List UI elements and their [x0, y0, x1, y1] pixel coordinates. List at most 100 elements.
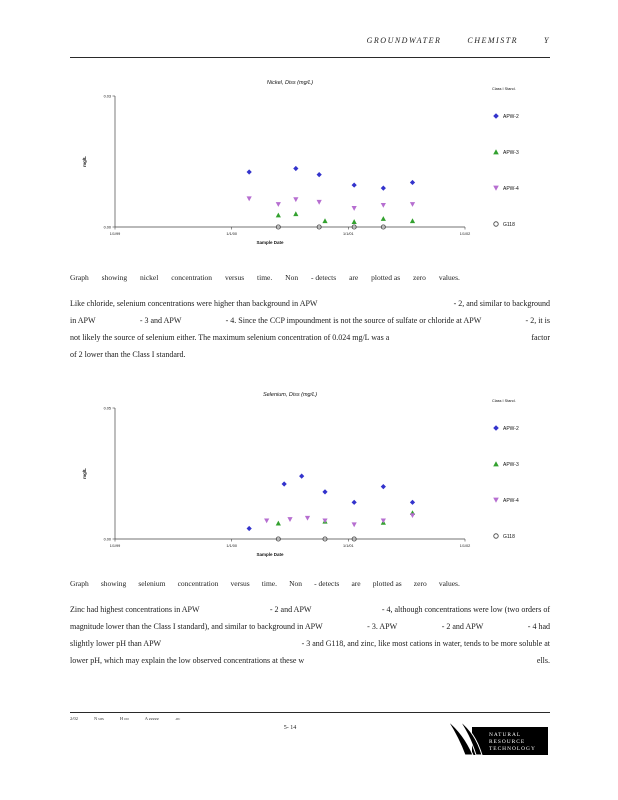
y-axis-title: mg/L [82, 156, 87, 167]
text-segment: - 3. APW [367, 622, 398, 631]
data-point-marker [409, 513, 416, 519]
text-segment: slightly lower pH than APW [70, 639, 162, 648]
data-point-marker [380, 224, 386, 230]
selenium-concentration-chart: Selenium, Diss (mg/L) 1/1/99 1/1/00 1/1/01 1… [70, 384, 555, 574]
body-text-line: slightly lower pH than APW - 3 and G118, … [70, 639, 550, 656]
data-point-marker [264, 518, 270, 524]
y-tick-label: 0.00 [104, 538, 111, 542]
data-point-marker [322, 489, 328, 495]
caption-word: zero [413, 273, 426, 282]
footer-rule [70, 712, 550, 713]
caption-word: versus [224, 273, 245, 282]
data-point-marker [304, 515, 311, 521]
chart-canvas: Nickel, Diss (mg/L) 1/1/99 1/1/00 1/1/01 1/1… [82, 80, 519, 245]
x-axis-title: Sample Date [256, 552, 284, 557]
data-point-marker [322, 536, 328, 542]
data-point-marker [275, 536, 281, 542]
chart-canvas: Selenium, Diss (mg/L) 1/1/99 1/1/00 1/1/01 1… [82, 392, 519, 557]
body-text-line: of 2 lower than the Class I standard. [70, 350, 550, 367]
caption-word: concentration [177, 579, 219, 588]
data-point-marker [380, 484, 386, 490]
text-segment: - 3 and APW [139, 316, 182, 325]
text-segment: - 3 and G118, and zinc, like most cation… [301, 639, 550, 648]
caption-word: time. [261, 579, 278, 588]
data-point-marker [293, 197, 299, 203]
text-segment: of 2 lower than the Class I standard. [70, 350, 186, 359]
data-point-marker [351, 182, 357, 188]
text-segment: magnitude lower than the Class I standar… [70, 622, 323, 631]
data-point-marker [293, 165, 299, 172]
caption-word: versus [230, 579, 250, 588]
caption-word: plotted as [371, 273, 401, 282]
caption-word: - detects [314, 579, 340, 588]
legend-item-label: APW-2 [503, 426, 519, 432]
data-point-marker [316, 199, 322, 205]
data-point-marker [281, 481, 287, 487]
data-point-marker [351, 522, 357, 528]
y-tick-label: 0.03 [104, 95, 111, 99]
data-point-marker [380, 202, 386, 208]
data-point-marker [316, 172, 322, 178]
footer-segment: H oo [119, 716, 129, 721]
legend-note: Class I Stand. [492, 87, 516, 91]
data-point-marker [299, 473, 305, 479]
footer-segment: N urs [94, 716, 104, 721]
caption-word: plotted as [372, 579, 402, 588]
nickel-chart-caption: Graph showing nickel concentration versus tim… [70, 273, 460, 282]
x-tick-label: 1/1/01 [343, 544, 354, 548]
data-point-marker [493, 533, 499, 539]
data-point-marker [493, 221, 499, 227]
body-text-line: magnitude lower than the Class I standar… [70, 622, 550, 639]
data-point-marker [275, 224, 281, 230]
legend-item-label: APW-3 [503, 462, 519, 468]
logo-text-line: NATURAL [489, 732, 521, 738]
text-segment: in APW [70, 316, 96, 325]
caption-word: showing [101, 273, 128, 282]
legend-item-label: APW-2 [503, 114, 519, 120]
caption-word: nickel [139, 273, 159, 282]
data-point-marker [316, 224, 322, 230]
zinc-paragraph: Zinc had highest concentrations in APW - … [70, 605, 550, 673]
data-point-marker [409, 202, 416, 207]
logo-graphic: NATURAL RESOURCE TECHNOLOGY [447, 720, 548, 756]
data-point-marker [246, 169, 252, 175]
x-tick-label: 1/1/00 [226, 544, 237, 548]
data-point-marker [287, 517, 293, 522]
x-tick-label: 1/1/01 [343, 232, 354, 236]
x-axis-title: Sample Date [256, 240, 284, 245]
text-segment: - 2 and APW [441, 622, 484, 631]
footer-file-reference: 2/02 N urs H oo A zzzzz .oc [70, 716, 180, 721]
data-point-marker [322, 518, 328, 524]
selenium-paragraph: Like chloride, selenium concentrations w… [70, 299, 550, 367]
legend-item-label: APW-4 [503, 186, 519, 192]
y-tick-label: 0.00 [104, 226, 111, 230]
text-segment: factor [531, 333, 550, 342]
text-segment: Like chloride, selenium concentrations w… [70, 299, 318, 308]
data-point-marker [493, 461, 499, 467]
body-text-line: in APW - 3 and APW - 4. Since the CCP impo… [70, 316, 550, 333]
header-word: Y [544, 36, 550, 45]
x-tick-label: 1/1/99 [110, 544, 121, 548]
data-point-marker [493, 149, 499, 155]
caption-word: Non [285, 273, 299, 282]
data-point-marker [380, 518, 386, 524]
footer-segment: .oc [174, 716, 181, 721]
caption-word: selenium [138, 579, 166, 588]
data-point-marker [409, 218, 416, 224]
chart-title: Nickel, Diss (mg/L) [267, 80, 313, 86]
nickel-concentration-chart: Nickel, Diss (mg/L) 1/1/99 1/1/00 1/1/01 1/1… [70, 72, 555, 262]
data-point-marker [380, 185, 386, 191]
caption-word: are [349, 273, 359, 282]
header-rule [70, 57, 550, 58]
caption-word: showing [100, 579, 127, 588]
data-point-marker [493, 185, 499, 191]
body-text-line: Like chloride, selenium concentrations w… [70, 299, 550, 316]
selenium-chart-caption: Graph showing selenium concentration versus t… [70, 579, 460, 588]
caption-word: zero [413, 579, 427, 588]
caption-word: values. [438, 273, 460, 282]
data-point-marker [351, 536, 357, 542]
caption-word: Graph [70, 579, 89, 588]
logo-box [472, 727, 548, 755]
body-text-line: Zinc had highest concentrations in APW - … [70, 605, 550, 622]
